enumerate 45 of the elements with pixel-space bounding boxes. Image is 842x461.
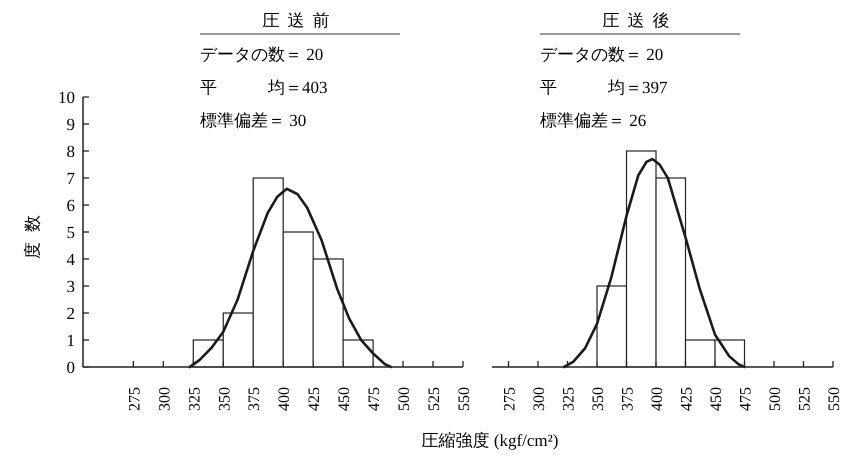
x-tick-label: 275 [126, 387, 144, 411]
x-tick-label: 400 [649, 387, 666, 411]
y-tick-label: 8 [66, 142, 75, 161]
annotation: 平 均＝403 [200, 78, 328, 97]
y-tick-label: 4 [66, 250, 76, 269]
x-tick-label: 400 [276, 387, 294, 411]
chart-title: 圧送前 [262, 11, 338, 30]
x-tick-label: 475 [366, 387, 384, 411]
x-tick-label: 550 [826, 387, 842, 411]
x-tick-label: 525 [426, 387, 444, 411]
y-tick-label: 7 [66, 169, 76, 188]
annotation: 標準偏差＝ 30 [200, 111, 306, 130]
y-tick-label: 2 [66, 304, 75, 323]
x-tick-label: 375 [620, 387, 637, 411]
y-axis-title: 度数 [23, 205, 42, 259]
x-tick-label: 350 [216, 387, 234, 411]
x-tick-label: 425 [306, 387, 324, 411]
x-tick-label: 550 [456, 387, 473, 411]
x-axis-title: 圧縮強度 (kgf/cm²) [422, 431, 558, 450]
text: データの数＝ 20 [540, 45, 664, 64]
y-tick-label: 9 [66, 115, 75, 134]
x-tick-label: 350 [590, 387, 608, 411]
x-tick-label: 500 [767, 387, 784, 411]
x-tick-label: 425 [678, 387, 696, 411]
y-tick-label: 1 [66, 331, 75, 350]
x-tick-label: 525 [796, 387, 814, 411]
y-tick-label: 5 [66, 223, 75, 242]
x-tick-label: 300 [531, 387, 548, 411]
x-tick-label: 475 [738, 387, 755, 411]
y-tick-label: 3 [66, 277, 75, 296]
x-tick-label: 375 [246, 387, 264, 411]
x-tick-label: 450 [708, 387, 726, 411]
x-tick-label: 300 [156, 387, 174, 411]
x-tick-label: 275 [502, 387, 519, 411]
x-tick-label: 325 [560, 387, 578, 411]
y-tick-label: 10 [58, 88, 75, 107]
text: データの数＝ 20 [200, 45, 324, 64]
annotation: 標準偏差＝ 26 [540, 111, 646, 130]
annotation: 平 均＝397 [540, 78, 668, 97]
y-tick-label: 0 [66, 358, 75, 377]
y-tick-label: 6 [66, 196, 75, 215]
x-tick-label: 500 [396, 387, 414, 411]
x-tick-label: 325 [186, 387, 204, 411]
chart-title: 圧送後 [602, 11, 678, 30]
x-tick-label: 450 [336, 387, 354, 411]
